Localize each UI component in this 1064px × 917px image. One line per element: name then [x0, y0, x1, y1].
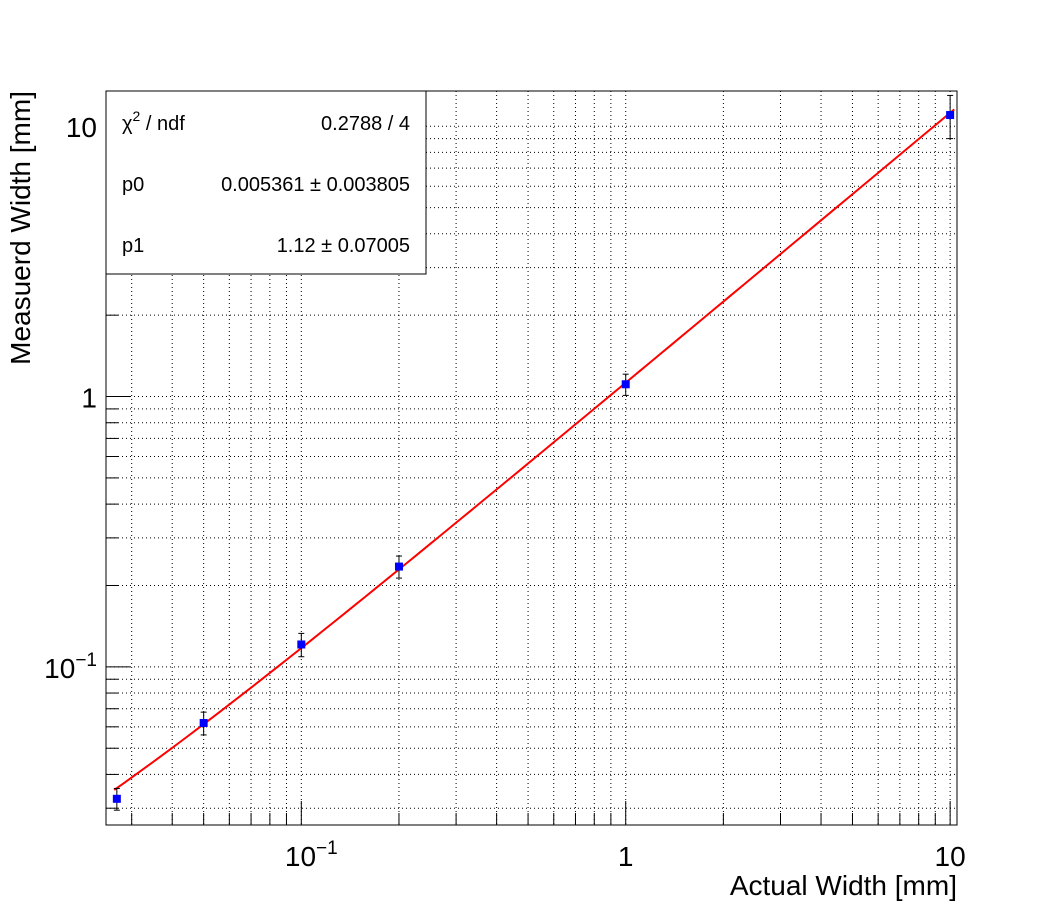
stats-row-value: 1.12 ± 0.07005: [277, 235, 410, 257]
stats-row-value: 0.2788 / 4: [321, 113, 410, 135]
y-tick-label-base: 10: [66, 112, 97, 143]
stats-rows: χ2 / ndf 0.2788 / 4 p0 0.005361 ± 0.003805 p…: [122, 108, 410, 257]
fit-line-group: [113, 108, 955, 791]
data-points-group: [112, 94, 955, 811]
x-tick-label-base: 10: [285, 841, 316, 872]
x-tick-label: 10: [935, 841, 966, 872]
x-tick-label: 10−1: [285, 838, 338, 872]
fit-stats-box: χ2 / ndf 0.2788 / 4 p0 0.005361 ± 0.003805 p…: [105, 90, 427, 275]
data-point: [199, 718, 208, 727]
stats-row-name: χ2 / ndf: [122, 108, 185, 135]
stats-row-name-main: p1: [122, 235, 144, 257]
x-tick-label-base: 1: [618, 841, 634, 872]
x-axis-label: Actual Width [mm]: [730, 870, 957, 901]
fit-line: [113, 108, 955, 791]
y-tick-label: 10−1: [44, 650, 97, 684]
x-tick-label-base: 10: [935, 841, 966, 872]
axis-ticks: [106, 125, 951, 825]
stats-row-name-sup: 2: [133, 108, 141, 124]
x-tick-label-exponent: −1: [316, 838, 338, 859]
data-point: [621, 380, 630, 389]
stats-row-value: 0.005361 ± 0.003805: [221, 174, 410, 196]
stats-box-frame: [105, 90, 427, 275]
y-tick-label: 10: [66, 112, 97, 143]
stats-row-name-rest: / ndf: [140, 113, 185, 135]
x-tick-labels: 10−1 1 10: [285, 838, 966, 872]
stats-row-name: p0: [122, 174, 144, 196]
y-axis-label: Measuerd Width [mm]: [5, 91, 36, 365]
y-tick-label-base: 1: [81, 383, 97, 414]
data-point: [394, 562, 403, 571]
stats-row-name-main: p0: [122, 174, 144, 196]
data-point: [112, 794, 121, 803]
data-point: [946, 111, 955, 120]
x-tick-label: 1: [618, 841, 634, 872]
plot-frame: [105, 90, 958, 826]
data-point: [297, 640, 306, 649]
y-tick-label: 1: [81, 383, 97, 414]
stats-row-name-main: χ: [122, 113, 133, 135]
y-tick-label-base: 10: [44, 653, 75, 684]
stats-row-name: p1: [122, 235, 144, 257]
y-tick-label-exponent: −1: [75, 650, 97, 671]
